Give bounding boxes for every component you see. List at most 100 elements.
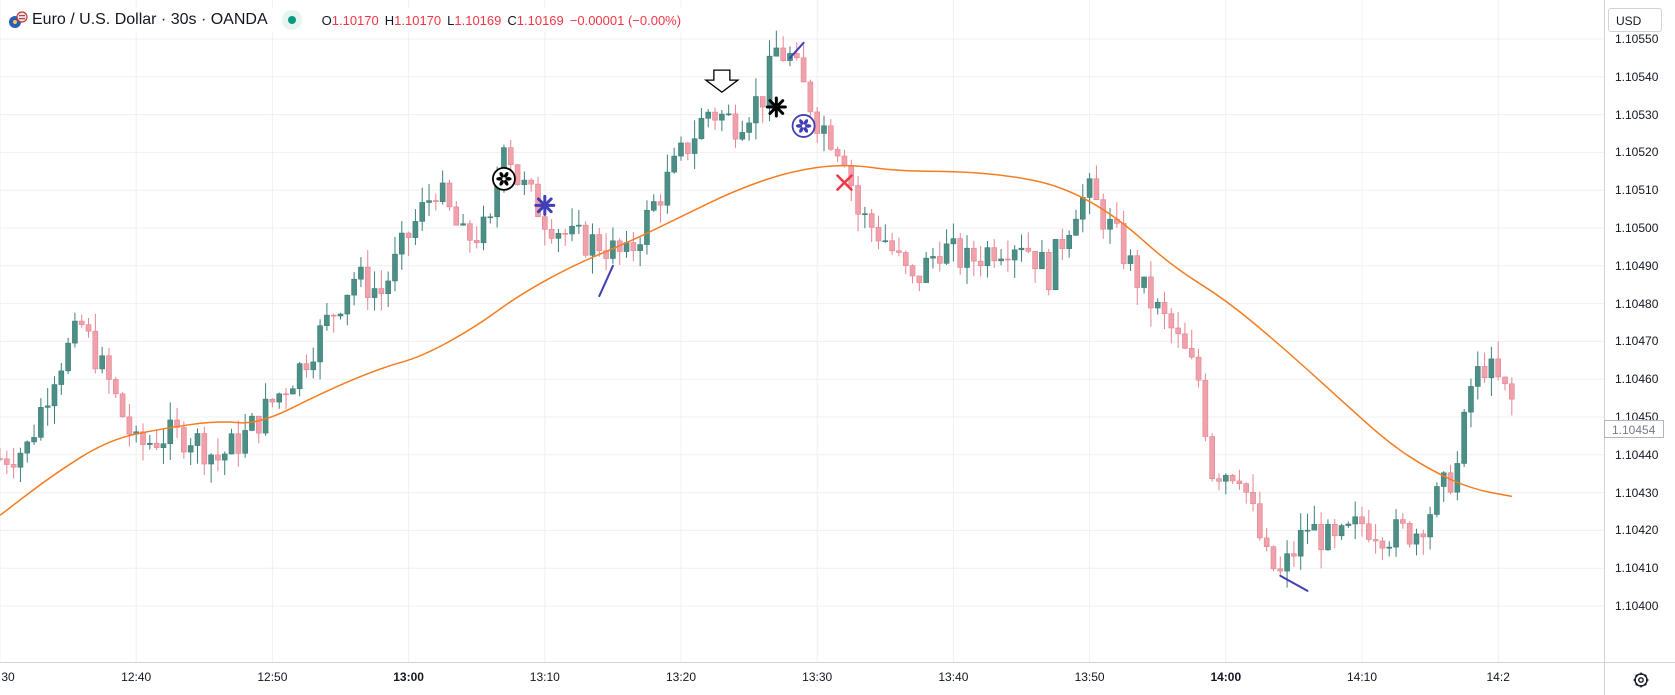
candle [1018, 234, 1025, 262]
candle [1454, 451, 1461, 501]
candle [385, 271, 391, 307]
candle [24, 440, 31, 463]
candle [378, 270, 385, 311]
trend-line-drawing[interactable] [598, 264, 614, 298]
candle [712, 107, 718, 131]
candle [215, 438, 221, 472]
candle [1263, 527, 1270, 552]
candle [889, 232, 895, 256]
candle [514, 164, 521, 186]
candle [1318, 512, 1324, 569]
candle [51, 376, 58, 424]
candle [1502, 376, 1508, 391]
candle [0, 447, 3, 462]
candle [637, 237, 643, 267]
candle [1005, 240, 1011, 272]
candle [1338, 523, 1345, 540]
candle [1223, 473, 1229, 495]
time-tick-label: 13:30 [802, 670, 833, 684]
symbol-title[interactable]: Euro / U.S. Dollar · 30s · OANDA [32, 11, 268, 28]
candle [1468, 378, 1474, 428]
arrow-down-icon[interactable] [703, 69, 740, 93]
low-key: L [447, 12, 455, 28]
candle [1141, 276, 1147, 294]
candle [1045, 248, 1052, 296]
candle [1379, 537, 1386, 560]
candle [1331, 519, 1338, 549]
currency-selector-button[interactable]: USD [1608, 8, 1662, 32]
candle [1297, 513, 1304, 570]
candle [1250, 474, 1256, 512]
candle [1481, 352, 1488, 383]
candle [1509, 377, 1515, 416]
time-tick-label: 13:00 [393, 670, 424, 684]
candle [337, 312, 344, 320]
candle [1066, 230, 1072, 258]
candle [296, 362, 303, 397]
candle [1188, 329, 1195, 360]
flower-icon[interactable] [492, 166, 516, 191]
last-price-label: 1.10454 [1604, 420, 1664, 438]
candle [405, 231, 412, 256]
trend-line-drawing[interactable] [788, 41, 805, 59]
chart-pane[interactable]: Euro / U.S. Dollar · 30s · OANDA O 1.101… [0, 0, 1604, 662]
chart-settings-button[interactable] [1604, 662, 1675, 695]
candle [65, 337, 71, 375]
candle [623, 231, 630, 258]
flower-icon[interactable] [791, 114, 816, 138]
candle [1011, 245, 1018, 278]
candle [589, 223, 596, 274]
asterisk-icon[interactable] [765, 96, 787, 118]
market-status-indicator[interactable] [281, 10, 302, 30]
moving-average-line [0, 164, 1512, 516]
price-tick-label: 1.10470 [1615, 334, 1659, 349]
price-tick-label: 1.10520 [1615, 145, 1659, 160]
candle [943, 229, 950, 265]
candle [1182, 322, 1188, 350]
candle [1216, 473, 1222, 491]
time-tick-label: 14:00 [1210, 670, 1242, 684]
candle [460, 213, 466, 226]
candle [92, 313, 99, 374]
price-chart[interactable] [0, 0, 1604, 662]
price-tick-label: 1.10420 [1615, 523, 1659, 538]
price-tick-label: 1.10530 [1615, 107, 1659, 122]
price-axis[interactable]: 1.10550 1.10540 1.10530 1.10520 1.10510 1.105… [1604, 0, 1675, 662]
candle [507, 140, 514, 175]
candle [1202, 373, 1209, 442]
candle [1114, 202, 1120, 228]
candle [72, 312, 78, 348]
time-tick-label: 12:50 [257, 670, 288, 684]
symbol-flags-icon [9, 11, 28, 28]
cross-icon[interactable] [836, 174, 853, 191]
candle [821, 115, 827, 152]
candle [548, 219, 555, 244]
candle [167, 402, 174, 460]
candle [412, 209, 419, 245]
asterisk-icon[interactable] [534, 194, 556, 216]
high-value: 1.10170 [394, 12, 442, 28]
drawing-annotations[interactable] [492, 41, 1309, 592]
candle [221, 451, 228, 476]
price-tick-label: 1.10480 [1615, 296, 1659, 311]
trend-line-drawing[interactable] [1279, 574, 1309, 592]
candle [426, 183, 432, 217]
candle [984, 241, 991, 278]
candle [208, 453, 214, 483]
candle [1277, 556, 1284, 575]
candle [671, 147, 677, 174]
candle [1127, 249, 1134, 271]
candle [957, 232, 964, 275]
candle [1359, 506, 1365, 537]
candle [1052, 239, 1059, 291]
candle [433, 193, 439, 211]
candle [276, 392, 283, 409]
time-axis[interactable]: 30 12:40 12:50 13:00 13:10 13:20 13:30 13:40 13:… [0, 662, 1604, 695]
candle [31, 424, 37, 445]
candle [610, 227, 616, 264]
time-tick-label: 12:40 [121, 670, 152, 684]
ohlc-values: O 1.10170 H 1.10170 L 1.10169 C 1.10169 … [322, 13, 687, 28]
candle [691, 120, 698, 169]
candle [480, 205, 487, 251]
